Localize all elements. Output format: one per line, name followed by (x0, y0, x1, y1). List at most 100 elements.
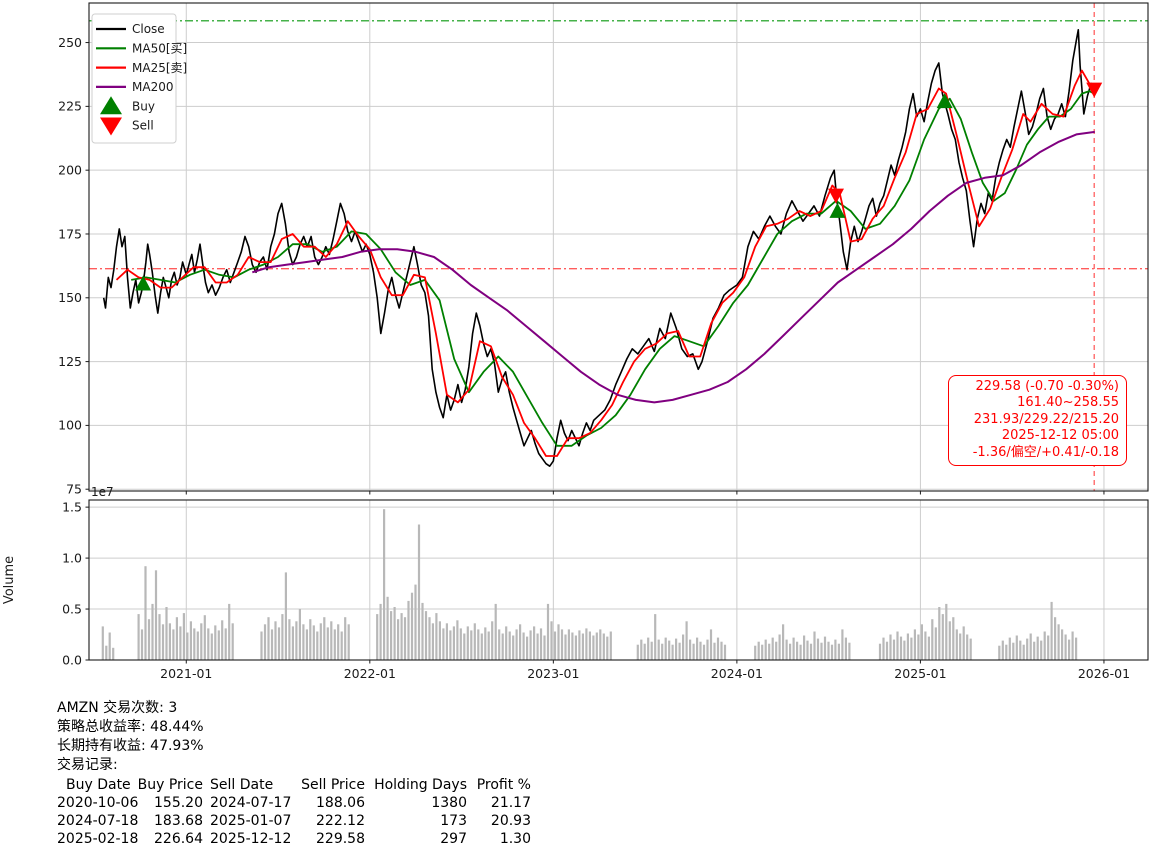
volume-bar (228, 603, 231, 660)
volume-bar (414, 584, 417, 660)
volume-bar (841, 629, 844, 660)
volume-bar (407, 600, 410, 660)
volume-bar (609, 631, 612, 660)
y-tick-label: 175 (58, 226, 82, 241)
volume-bar (917, 634, 920, 660)
y-tick-label: 250 (58, 35, 82, 50)
volume-bar (896, 631, 899, 660)
volume-bar (560, 629, 564, 660)
cell-sell-date: 2025-12-12 (210, 831, 292, 847)
volume-bar (526, 636, 529, 660)
trade-row: 2025-02-18 226.64 2025-12-12 229.58 297 … (57, 830, 531, 848)
volume-plot-frame (88, 499, 1149, 661)
volume-bar (675, 638, 678, 660)
volume-bar (333, 629, 336, 660)
volume-bar (803, 635, 806, 660)
volume-tick-label: 1.0 (62, 550, 82, 565)
volume-bar (636, 644, 639, 660)
cell-sell-date: 2024-07-17 (210, 795, 292, 811)
volume-bar (768, 643, 771, 660)
col-profit-pct: Profit % (476, 777, 531, 793)
volume-bar (1071, 631, 1074, 660)
hold-return-line: 长期持有收益: 47.93% (57, 738, 204, 754)
volume-bar (782, 624, 785, 660)
cell-holding-days: 1380 (431, 795, 467, 811)
legend-label: MA50[买] (132, 42, 187, 56)
volume-bar (270, 629, 274, 660)
strategy-summary: AMZN 交易次数: 3 策略总收益率: 48.44% 长期持有收益: 47.9… (57, 699, 531, 848)
legend-label: MA25[卖] (132, 61, 187, 75)
volume-bar (903, 640, 906, 660)
volume-tick-label: 0.5 (62, 601, 82, 616)
legend-label: Close (132, 22, 165, 36)
volume-bar (386, 596, 389, 660)
volume-bar (899, 636, 903, 660)
volume-bar (1033, 641, 1036, 660)
volume-bar (592, 635, 595, 660)
volume-bar (108, 632, 111, 660)
volume-bar (754, 645, 757, 660)
volume-bar (298, 609, 301, 660)
volume-bar (806, 640, 809, 660)
trade-table-header: Buy Date Buy Price Sell Date Sell Price … (57, 776, 531, 794)
volume-bar (602, 633, 605, 660)
volume-bar (231, 623, 234, 660)
volume-bar (692, 643, 695, 660)
volume-bar (643, 643, 646, 660)
cell-buy-price: 183.68 (154, 813, 203, 829)
volume-bar (823, 636, 827, 660)
volume-bar (154, 570, 158, 660)
volume-bar (140, 629, 144, 660)
tooltip-52w-range: 161.40~258.55 (1017, 395, 1119, 411)
volume-bar (1043, 631, 1046, 660)
volume-bar (650, 641, 653, 660)
volume-bar (848, 642, 851, 660)
volume-bar (383, 509, 386, 660)
volume-bar (685, 621, 688, 660)
volume-bar (512, 635, 515, 660)
volume-bar (403, 617, 407, 660)
chart-generated-layer: 75 100 125 150 175 200 225 250 0.0 0.5 1.0 1.5 2021-… (2, 2, 1149, 681)
volume-bar (189, 621, 192, 660)
strategy-return-line: 策略总收益率: 48.44% (57, 719, 204, 735)
volume-bar (284, 572, 287, 660)
cell-sell-price: 188.06 (316, 795, 365, 811)
volume-bar (713, 642, 716, 660)
volume-bar (920, 624, 923, 660)
volume-bar (466, 626, 469, 660)
volume-bar (494, 603, 497, 660)
volume-bar (1057, 624, 1060, 660)
volume-bar (330, 621, 333, 660)
volume-tick-label: 1.5 (62, 499, 82, 514)
volume-bar (186, 632, 189, 660)
volume-bar (878, 643, 882, 660)
volume-bar (1001, 640, 1004, 660)
volume-bar (435, 613, 438, 660)
cell-buy-date: 2020-10-06 (57, 795, 139, 811)
legend-label: Buy (132, 99, 155, 113)
volume-bar (799, 644, 802, 660)
volume-bar (771, 637, 774, 660)
volume-bar (969, 638, 972, 660)
volume-bar (1040, 640, 1043, 660)
volume-bar (668, 640, 671, 660)
volume-bar (445, 623, 448, 660)
volume-bar (260, 631, 263, 660)
volume-bar (934, 627, 937, 660)
y-tick-label: 75 (66, 482, 82, 497)
cell-profit-pct: 1.30 (499, 831, 531, 847)
volume-bar (716, 637, 720, 660)
volume-bar (543, 635, 546, 660)
volume-bar (761, 644, 764, 660)
volume-bar (501, 633, 504, 660)
volume-bar (948, 621, 951, 660)
volume-bar (709, 629, 713, 660)
volume-bar (723, 644, 727, 660)
y-tick-label: 125 (58, 354, 82, 369)
volume-bar (938, 607, 941, 660)
volume-bar (179, 626, 182, 660)
volume-bar (491, 621, 494, 660)
volume-bar (196, 631, 199, 660)
volume-bar (664, 637, 667, 660)
volume-bar (640, 639, 643, 660)
